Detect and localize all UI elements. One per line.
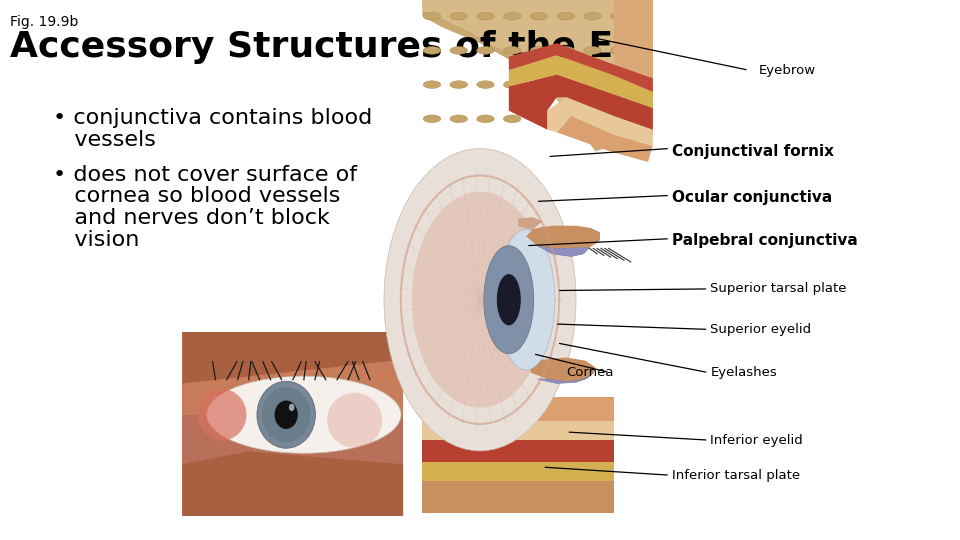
Ellipse shape — [530, 12, 548, 20]
Ellipse shape — [384, 148, 576, 451]
Ellipse shape — [611, 12, 628, 20]
Polygon shape — [526, 226, 600, 248]
Text: Superior eyelid: Superior eyelid — [710, 323, 811, 336]
Ellipse shape — [289, 404, 295, 411]
Ellipse shape — [557, 46, 574, 54]
Polygon shape — [509, 55, 653, 108]
FancyBboxPatch shape — [653, 0, 960, 540]
FancyBboxPatch shape — [422, 397, 614, 421]
Polygon shape — [422, 0, 634, 140]
Polygon shape — [557, 116, 653, 162]
Polygon shape — [182, 451, 403, 516]
Text: vision: vision — [53, 230, 139, 249]
Text: • conjunctiva contains blood: • conjunctiva contains blood — [53, 108, 372, 128]
FancyBboxPatch shape — [422, 421, 614, 440]
Ellipse shape — [450, 12, 468, 20]
Text: Eyelashes: Eyelashes — [710, 366, 778, 379]
FancyBboxPatch shape — [422, 481, 614, 513]
Ellipse shape — [206, 376, 401, 453]
Text: Accessory Structures of the Eye: Accessory Structures of the Eye — [10, 30, 660, 64]
Ellipse shape — [503, 12, 521, 20]
Ellipse shape — [530, 46, 548, 54]
Ellipse shape — [530, 81, 548, 89]
Text: Inferior eyelid: Inferior eyelid — [710, 434, 804, 447]
Ellipse shape — [198, 389, 247, 441]
Polygon shape — [522, 227, 595, 248]
Ellipse shape — [275, 401, 298, 429]
Polygon shape — [182, 332, 403, 383]
Ellipse shape — [497, 230, 555, 370]
Text: Palpebral conjunctiva: Palpebral conjunctiva — [672, 233, 857, 248]
Text: Cornea: Cornea — [566, 366, 613, 379]
Ellipse shape — [611, 81, 628, 89]
Ellipse shape — [530, 115, 548, 123]
Text: Conjunctival fornix: Conjunctival fornix — [672, 144, 834, 159]
Ellipse shape — [557, 12, 574, 20]
Ellipse shape — [423, 81, 441, 89]
Polygon shape — [538, 373, 593, 383]
Polygon shape — [530, 357, 595, 382]
FancyBboxPatch shape — [422, 462, 614, 481]
Text: Eyebrow: Eyebrow — [758, 64, 816, 77]
Text: Superior tarsal plate: Superior tarsal plate — [710, 282, 847, 295]
Ellipse shape — [584, 81, 601, 89]
Ellipse shape — [477, 12, 494, 20]
Ellipse shape — [257, 381, 316, 448]
FancyBboxPatch shape — [182, 332, 403, 516]
Ellipse shape — [611, 115, 628, 123]
Ellipse shape — [557, 115, 574, 123]
Ellipse shape — [477, 46, 494, 54]
Text: vessels: vessels — [53, 130, 156, 150]
Ellipse shape — [450, 46, 468, 54]
FancyBboxPatch shape — [614, 0, 653, 78]
Ellipse shape — [262, 387, 310, 442]
FancyBboxPatch shape — [182, 332, 403, 415]
Ellipse shape — [557, 81, 574, 89]
FancyBboxPatch shape — [422, 440, 614, 462]
Ellipse shape — [450, 81, 468, 89]
Text: Inferior tarsal plate: Inferior tarsal plate — [672, 469, 800, 482]
Ellipse shape — [412, 192, 548, 408]
Text: cornea so blood vessels: cornea so blood vessels — [53, 186, 340, 206]
Polygon shape — [509, 75, 653, 130]
Ellipse shape — [503, 81, 521, 89]
Polygon shape — [518, 217, 542, 230]
Ellipse shape — [503, 115, 521, 123]
Polygon shape — [538, 246, 589, 256]
Ellipse shape — [477, 81, 494, 89]
Text: • does not cover surface of: • does not cover surface of — [53, 165, 357, 185]
Ellipse shape — [497, 274, 520, 325]
Polygon shape — [547, 97, 653, 146]
Ellipse shape — [450, 115, 468, 123]
Ellipse shape — [327, 393, 382, 448]
Text: Ocular conjunctiva: Ocular conjunctiva — [672, 190, 832, 205]
Ellipse shape — [484, 246, 534, 354]
Text: and nerves don’t block: and nerves don’t block — [53, 208, 329, 228]
Ellipse shape — [611, 46, 628, 54]
Ellipse shape — [584, 115, 601, 123]
Polygon shape — [422, 0, 653, 151]
Ellipse shape — [584, 46, 601, 54]
Text: Fig. 19.9b: Fig. 19.9b — [10, 15, 78, 29]
Ellipse shape — [423, 46, 441, 54]
Ellipse shape — [423, 12, 441, 20]
Polygon shape — [509, 43, 653, 92]
Ellipse shape — [423, 115, 441, 123]
Ellipse shape — [584, 12, 601, 20]
Ellipse shape — [503, 46, 521, 54]
Ellipse shape — [477, 115, 494, 123]
